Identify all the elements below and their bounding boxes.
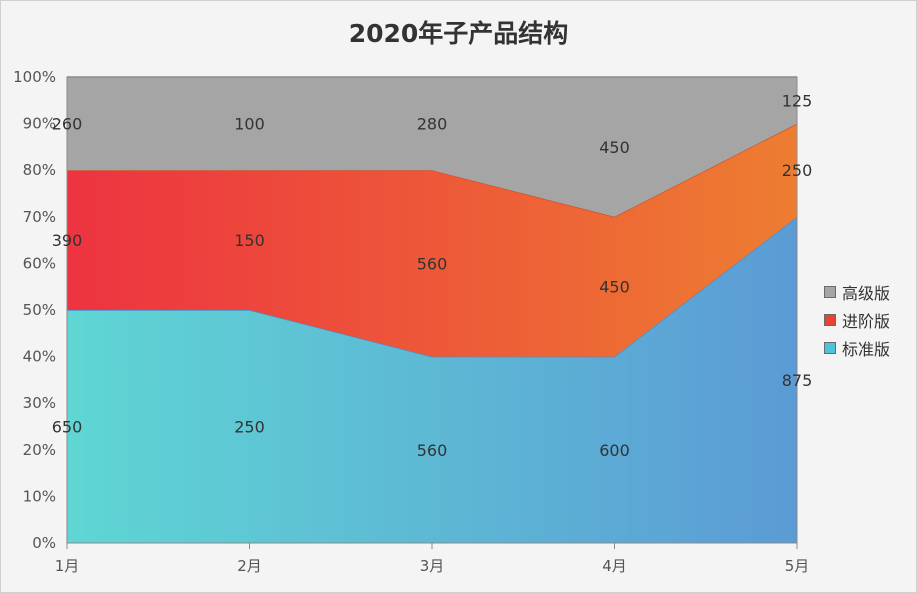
legend-label-pro: 高级版 (842, 280, 890, 304)
data-label-premium: 100 (234, 115, 265, 134)
y-tick-label: 40% (23, 348, 56, 366)
data-label-standard: 875 (782, 371, 813, 390)
x-tick-label: 4月 (602, 557, 627, 575)
data-label-premium: 280 (417, 115, 448, 134)
data-label-premium: 260 (52, 115, 83, 134)
legend-label-adv: 进阶版 (842, 308, 890, 332)
y-tick-label: 100% (13, 68, 56, 86)
data-label-standard: 250 (234, 418, 265, 437)
x-tick-label: 3月 (420, 557, 445, 575)
data-label-advanced: 450 (599, 278, 630, 297)
y-tick-label: 30% (23, 394, 56, 412)
y-tick-label: 60% (23, 254, 56, 272)
x-tick-label: 5月 (785, 557, 810, 575)
data-label-advanced: 560 (417, 254, 448, 273)
data-label-advanced: 150 (234, 231, 265, 250)
x-tick-label: 2月 (237, 557, 262, 575)
legend-item-adv: 进阶版 (824, 306, 890, 334)
y-tick-label: 50% (23, 301, 56, 319)
legend: 高级版 进阶版 标准版 (824, 278, 890, 362)
data-label-premium: 125 (782, 91, 813, 110)
data-label-advanced: 390 (52, 231, 83, 250)
legend-item-pro: 高级版 (824, 278, 890, 306)
data-label-standard: 560 (417, 441, 448, 460)
y-tick-label: 20% (23, 441, 56, 459)
data-label-standard: 600 (599, 441, 630, 460)
legend-swatch-pro (824, 286, 836, 298)
legend-item-std: 标准版 (824, 334, 890, 362)
data-label-standard: 650 (52, 418, 83, 437)
y-tick-label: 80% (23, 161, 56, 179)
y-tick-label: 10% (23, 487, 56, 505)
data-label-advanced: 250 (782, 161, 813, 180)
y-tick-label: 0% (32, 534, 56, 552)
y-tick-label: 70% (23, 208, 56, 226)
legend-swatch-std (824, 342, 836, 354)
data-label-premium: 450 (599, 138, 630, 157)
legend-label-std: 标准版 (842, 336, 890, 360)
legend-swatch-adv (824, 314, 836, 326)
x-tick-label: 1月 (55, 557, 80, 575)
